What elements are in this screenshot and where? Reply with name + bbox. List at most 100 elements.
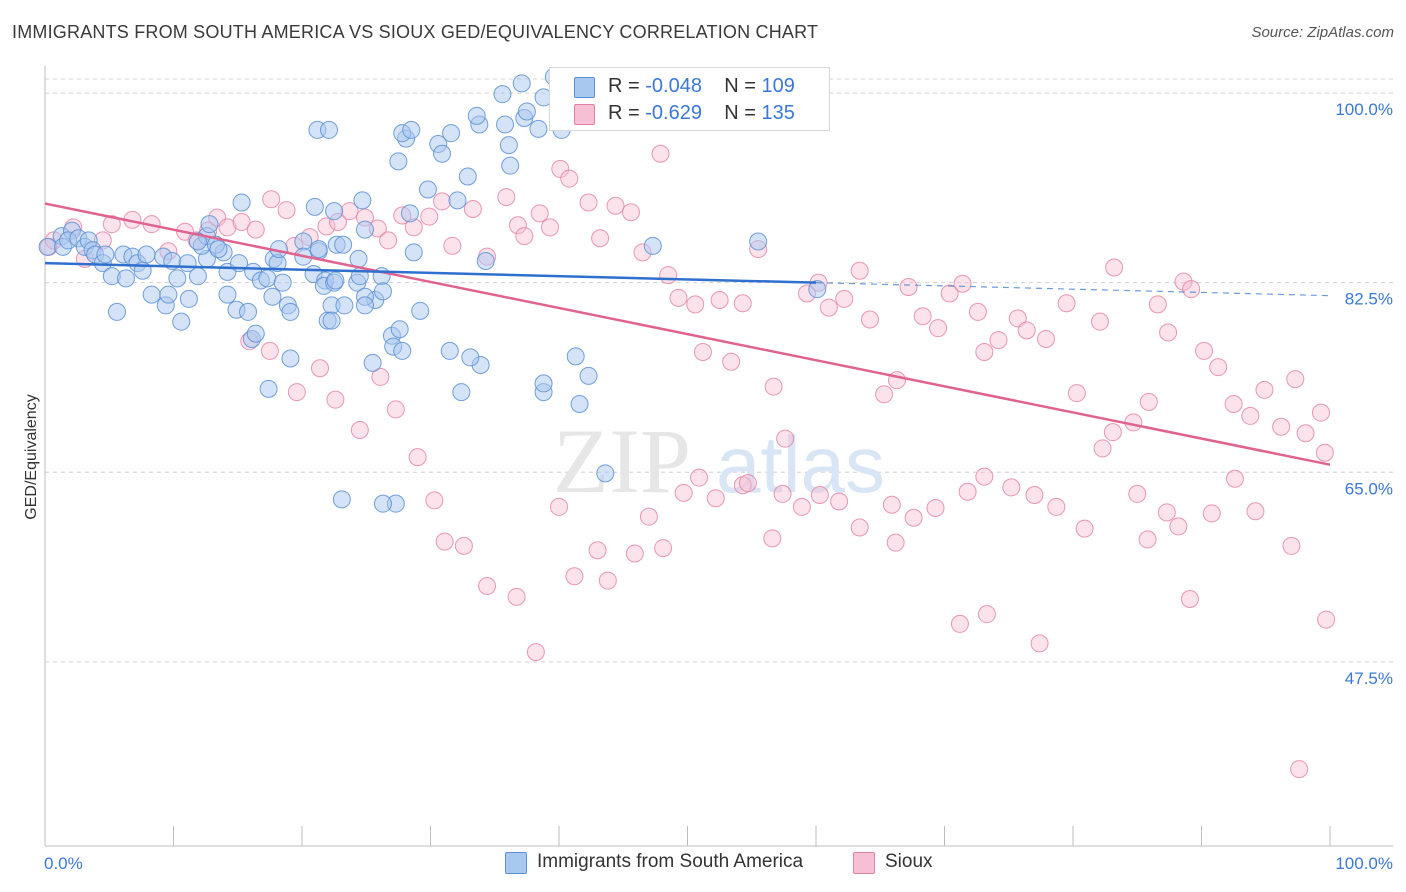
sioux-point — [541, 218, 560, 237]
sioux-point — [733, 294, 752, 313]
sioux-point — [591, 229, 610, 248]
sioux-point — [408, 448, 427, 467]
sioux-point — [968, 302, 987, 321]
sioux-point — [1246, 502, 1265, 521]
immigrants-point — [373, 282, 392, 301]
immigrants-point — [749, 232, 768, 251]
sioux-point — [565, 567, 584, 586]
sioux-point — [659, 266, 678, 285]
sioux-point — [478, 577, 497, 595]
sioux-point — [550, 497, 568, 516]
sioux-point — [371, 367, 390, 386]
immigrants-point — [332, 490, 351, 509]
sioux-point — [1272, 417, 1291, 436]
x-tick-label: 0.0% — [44, 854, 83, 873]
sioux-point — [835, 289, 854, 308]
immigrants-point — [116, 269, 135, 288]
legend-label-sioux: Sioux — [885, 851, 933, 872]
immigrants-point — [232, 193, 251, 212]
immigrants-point — [440, 341, 459, 360]
immigrants-point — [476, 252, 495, 270]
sioux-point — [950, 614, 969, 633]
immigrants-point — [393, 341, 412, 360]
sioux-point — [860, 310, 879, 329]
sioux-point — [722, 352, 741, 371]
immigrants-point — [179, 289, 198, 308]
sioux-point — [710, 291, 729, 309]
sioux-point — [1025, 486, 1044, 504]
chart-title: IMMIGRANTS FROM SOUTH AMERICA VS SIOUX G… — [12, 22, 819, 42]
immigrants-trend-extension — [815, 282, 1331, 297]
immigrants-point — [209, 240, 228, 259]
immigrants-point — [172, 312, 191, 331]
sioux-point — [975, 467, 994, 486]
sioux-point — [560, 169, 579, 188]
sioux-point — [693, 343, 712, 361]
immigrants-point — [808, 280, 827, 299]
sioux-point — [1286, 370, 1305, 389]
immigrants-point — [461, 348, 480, 367]
sioux-point — [621, 203, 640, 222]
legend-swatch-sioux — [574, 104, 595, 125]
sioux-point — [1255, 380, 1274, 399]
legend-r-label: R = — [608, 75, 640, 97]
immigrants-point — [402, 120, 421, 139]
sioux-point — [1139, 392, 1158, 411]
sioux-point — [764, 377, 783, 396]
sioux-point — [277, 201, 296, 220]
sioux-point — [686, 295, 705, 314]
immigrants-point — [570, 395, 589, 413]
sioux-point — [1312, 403, 1331, 422]
x-tick-label: 100.0% — [1335, 854, 1393, 873]
sioux-point — [350, 421, 369, 439]
sioux-point — [706, 489, 725, 508]
grid-lines — [45, 78, 1393, 663]
y-axis-label: GED/Equivalency — [23, 394, 40, 519]
immigrants-point — [448, 191, 467, 210]
tick-labels: 47.5% 65.0% 82.5% 100.0% 0.0% 100.0% — [44, 100, 1393, 873]
sioux-point — [232, 213, 251, 231]
immigrants-point — [458, 167, 477, 186]
immigrants-point — [496, 115, 515, 134]
sioux-point — [1209, 358, 1228, 377]
immigrants-point — [355, 220, 374, 239]
sioux-point — [1315, 443, 1334, 462]
immigrants-point — [96, 245, 115, 264]
sioux-point — [1057, 294, 1076, 313]
series-sioux-points — [39, 144, 1336, 779]
sioux-point — [246, 220, 265, 239]
y-tick-label: 100.0% — [1335, 100, 1393, 119]
immigrants-point — [433, 144, 452, 163]
immigrants-point — [325, 202, 344, 221]
y-tick-label: 47.5% — [1345, 669, 1393, 688]
sioux-point — [977, 605, 996, 624]
sioux-point — [1157, 503, 1176, 522]
sioux-point — [1090, 312, 1109, 331]
sioux-point — [1317, 610, 1336, 629]
sioux-point — [588, 541, 607, 560]
sioux-point — [435, 532, 454, 551]
sioux-point — [1182, 280, 1201, 299]
axes — [44, 66, 1393, 847]
sioux-point — [738, 474, 757, 493]
immigrants-point — [596, 464, 615, 483]
immigrants-point — [200, 215, 219, 234]
sioux-point — [1017, 321, 1036, 340]
sioux-point — [625, 544, 644, 563]
legend-swatch-immigrants — [574, 77, 595, 98]
legend-n-label: N = — [724, 102, 756, 124]
sioux-point — [551, 159, 570, 178]
immigrants-point — [319, 120, 338, 139]
legend-swatch-sioux — [853, 852, 875, 874]
immigrants-trend-line — [44, 261, 817, 284]
sioux-point — [1202, 504, 1221, 523]
immigrants-point — [294, 232, 313, 251]
immigrants-point — [501, 156, 520, 175]
sioux-point — [262, 190, 281, 209]
immigrants-point — [326, 271, 345, 290]
immigrants-point — [168, 269, 187, 288]
sioux-point — [989, 331, 1008, 350]
immigrants-point — [363, 353, 382, 372]
sioux-point — [882, 495, 901, 514]
immigrants-point — [188, 232, 207, 251]
